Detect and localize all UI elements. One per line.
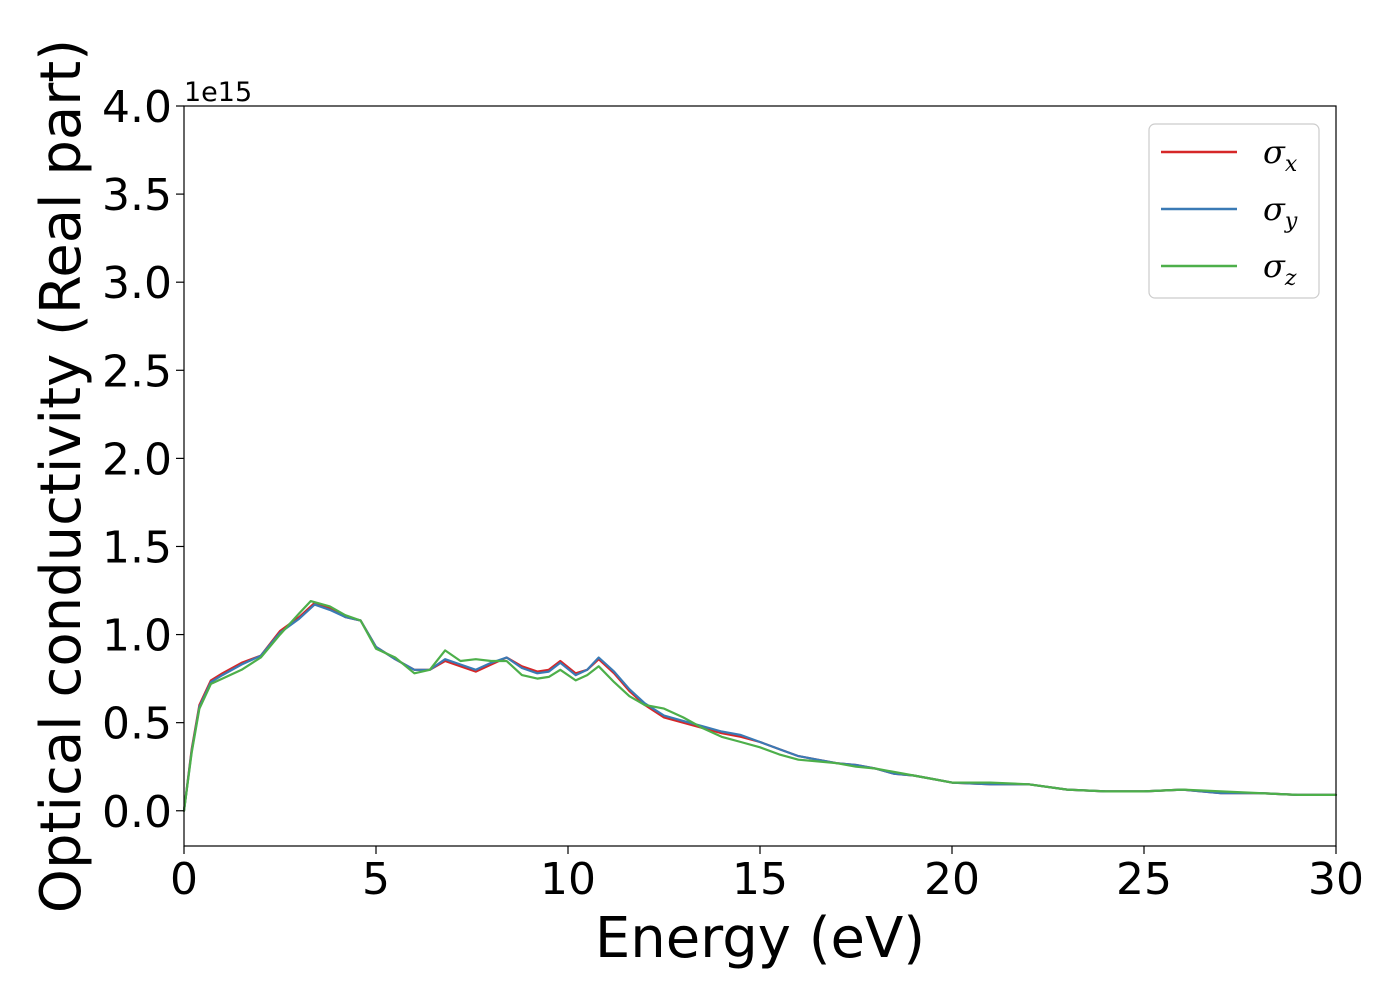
- x-tick-label: 5: [362, 854, 390, 905]
- plot-frame: [183, 105, 1337, 847]
- y-tick-label: 1.5: [102, 522, 172, 573]
- x-tick-label: 10: [540, 854, 596, 905]
- y-tick-label: 0.0: [102, 787, 172, 838]
- y-tick-label: 2.5: [102, 346, 172, 397]
- x-axis-ticks: 0 5 10 15 20 25 30: [170, 846, 1364, 905]
- x-tick-label: 0: [170, 854, 198, 905]
- x-tick-label: 20: [924, 854, 980, 905]
- y-tick-label: 1.0: [102, 611, 172, 662]
- y-tick-label: 0.5: [102, 699, 172, 750]
- plot-area: [184, 106, 1336, 846]
- series-layer: [182, 600, 1338, 812]
- x-tick-label: 25: [1116, 854, 1172, 905]
- x-tick-label: 15: [732, 854, 788, 905]
- series-line-z: [182, 600, 1338, 812]
- y-offset-text: 1e15: [184, 77, 252, 108]
- x-tick-label: 30: [1308, 854, 1364, 905]
- x-axis-title: Energy (eV): [595, 906, 925, 971]
- y-tick-label: 4.0: [102, 82, 172, 133]
- y-tick-label: 3.5: [102, 170, 172, 221]
- legend-box: [1148, 123, 1320, 299]
- y-tick-label: 3.0: [102, 258, 172, 309]
- y-axis-ticks: 0.0 0.5 1.0 1.5 2.0 2.5 3.0 3.5 4.0: [102, 82, 184, 838]
- y-axis-title: Optical conductivity (Real part): [29, 39, 94, 913]
- y-tick-label: 2.0: [102, 434, 172, 485]
